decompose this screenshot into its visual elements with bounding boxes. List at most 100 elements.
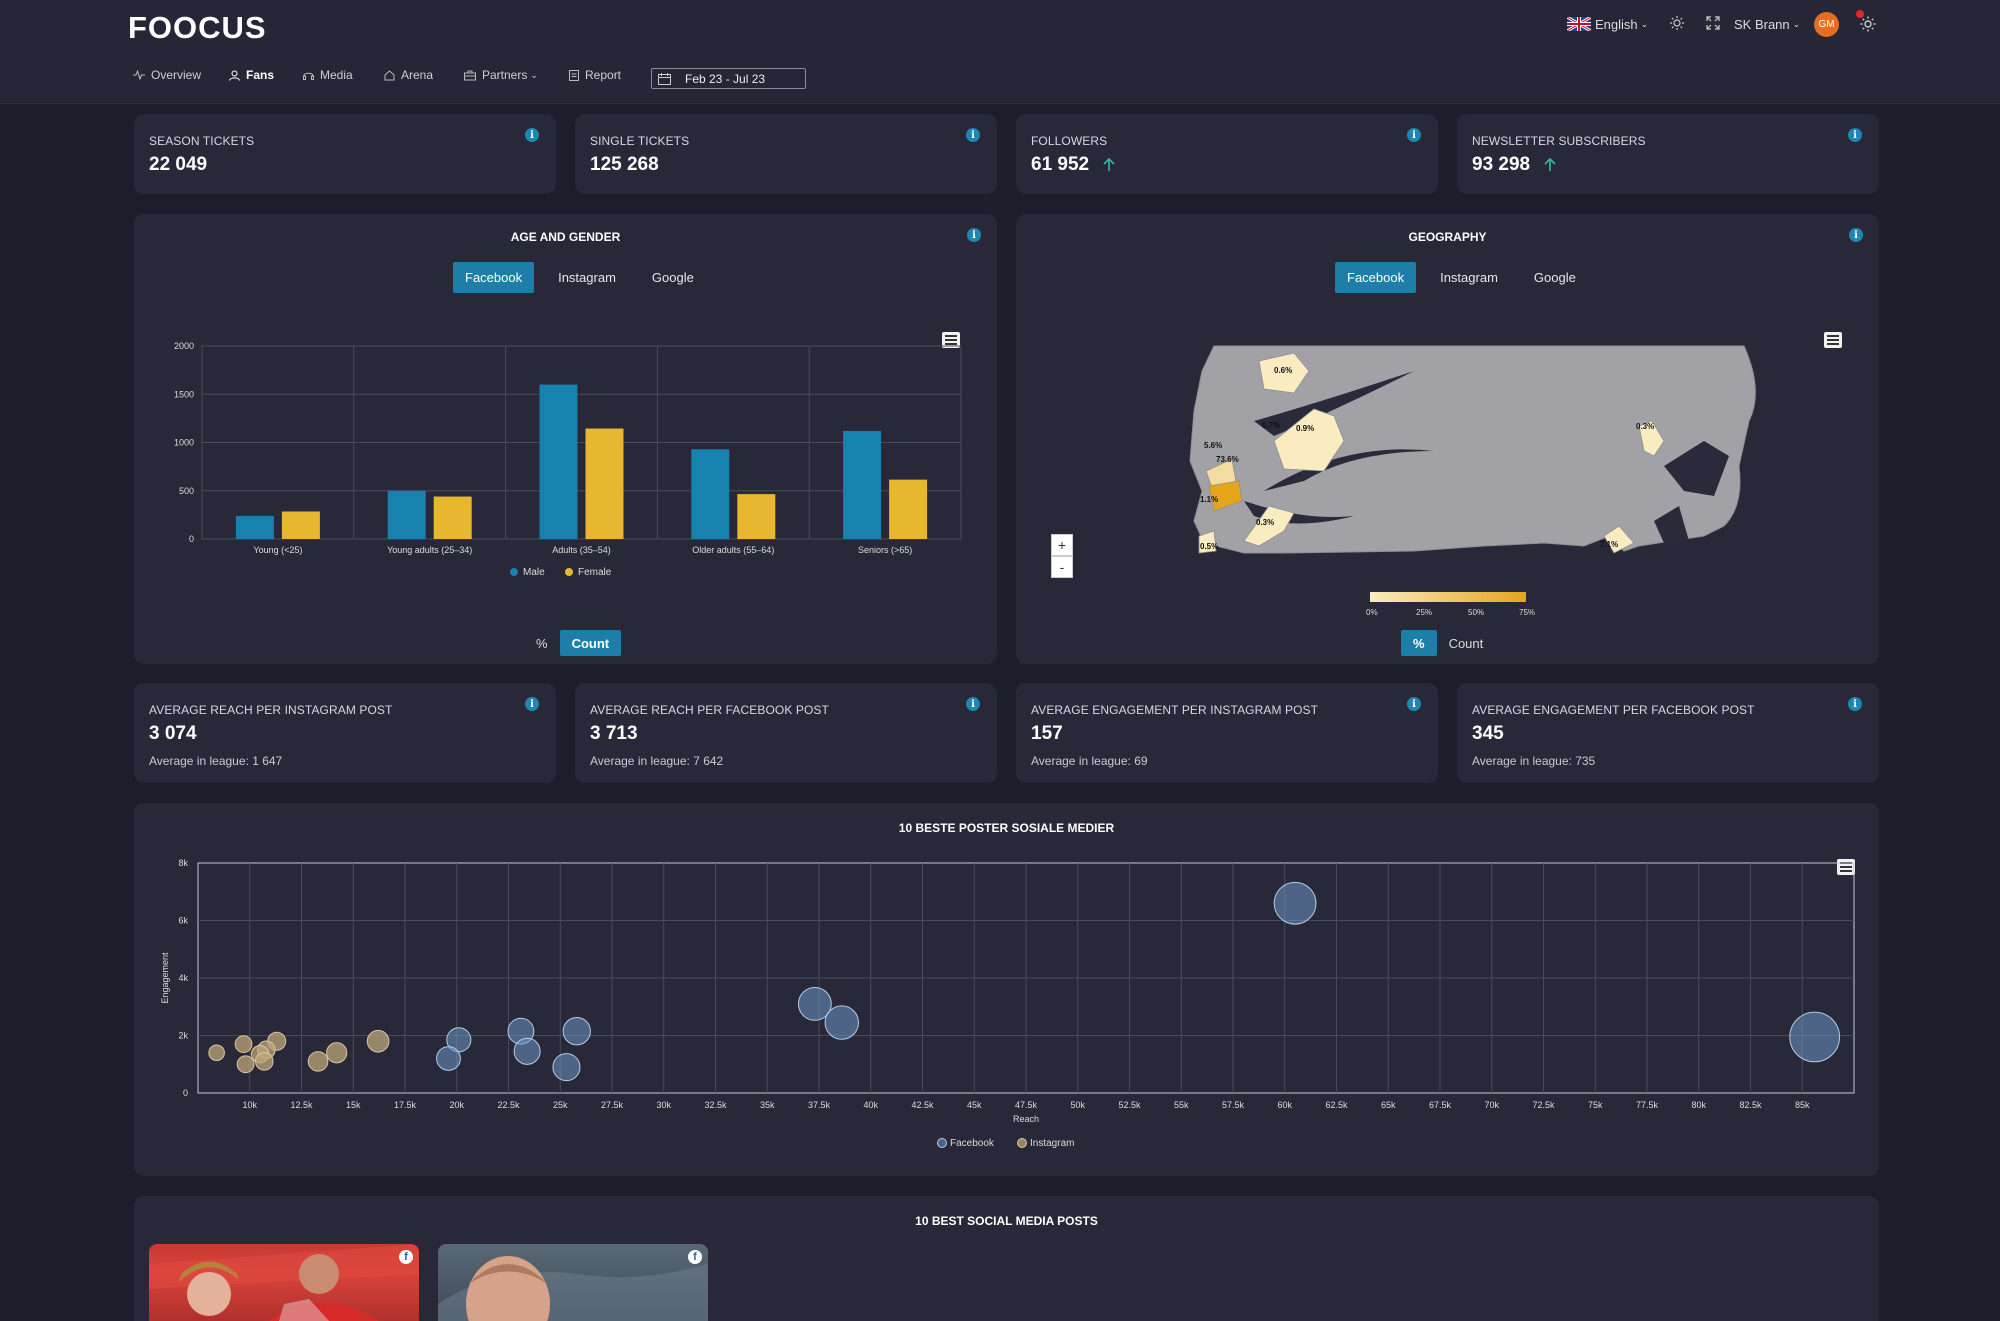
settings-button[interactable] — [1856, 10, 1877, 34]
avatar[interactable]: GM — [1814, 12, 1839, 37]
x-tick-label: Adults (35–54) — [552, 545, 611, 555]
menu-line — [1827, 343, 1839, 345]
bubble-facebook — [1789, 1011, 1841, 1063]
chart-menu-icon[interactable] — [942, 332, 960, 348]
x-tick-label: 80k — [1691, 1100, 1706, 1110]
theme-toggle[interactable] — [1669, 14, 1685, 34]
nav-media[interactable]: Media — [303, 68, 353, 82]
post-thumbnail[interactable]: f — [149, 1244, 419, 1321]
x-tick-label: 20k — [449, 1100, 464, 1110]
headset-icon — [303, 72, 314, 80]
tab-google[interactable]: Google — [651, 270, 694, 285]
bubble-facebook — [436, 1046, 461, 1071]
toggle-count[interactable]: Count — [1448, 635, 1484, 651]
menu-line — [945, 335, 957, 337]
x-tick-label: 75k — [1588, 1100, 1603, 1110]
language-selector[interactable]: English ⌄ — [1566, 14, 1649, 34]
zoom-in-button[interactable]: + — [1051, 534, 1073, 556]
nav-partners[interactable]: Partners ⌄ — [464, 68, 538, 82]
x-tick-label: 30k — [656, 1100, 671, 1110]
tab-facebook[interactable]: Facebook — [453, 262, 535, 293]
geography-source-tabs: Facebook Instagram Google — [1335, 262, 1588, 293]
info-icon[interactable]: i — [1849, 228, 1863, 242]
x-tick-label: 22.5k — [497, 1100, 520, 1110]
app-logo[interactable]: FOOCUS — [128, 10, 267, 45]
chevron-down-icon: ⌄ — [1640, 18, 1649, 29]
y-tick-label: 1500 — [174, 389, 194, 399]
nav-arena[interactable]: Arena — [384, 68, 433, 82]
info-icon[interactable]: i — [966, 128, 980, 142]
toggle-count[interactable]: Count — [559, 630, 622, 656]
club-selector[interactable]: SK Brann ⌄ — [1734, 14, 1800, 34]
info-icon[interactable]: i — [1407, 697, 1421, 711]
map-label: 7.1% — [1600, 540, 1618, 549]
nav-label: Media — [320, 68, 353, 82]
chevron-down-icon: ⌄ — [530, 69, 538, 80]
kpi-label: NEWSLETTER SUBSCRIBERS — [1472, 134, 1646, 148]
map-label: 0.3% — [1256, 518, 1274, 527]
metric-value: 3 713 — [590, 723, 638, 744]
pulse-icon — [133, 70, 145, 80]
bubble-instagram — [234, 1035, 253, 1053]
sun-icon — [1669, 15, 1685, 34]
bar-male — [843, 430, 882, 539]
x-tick-label: 72.5k — [1532, 1100, 1555, 1110]
tab-google[interactable]: Google — [1533, 270, 1576, 285]
x-tick-label: 57.5k — [1222, 1100, 1245, 1110]
tab-instagram[interactable]: Instagram — [1440, 270, 1498, 285]
kpi-value: 125 268 — [590, 154, 659, 176]
info-icon[interactable]: i — [525, 128, 539, 142]
bar-female — [281, 511, 320, 539]
legend-tick: 75% — [1519, 608, 1536, 617]
zoom-out-button[interactable]: - — [1051, 556, 1073, 578]
kpi-label: FOLLOWERS — [1031, 134, 1108, 148]
map-lake — [1664, 441, 1729, 496]
x-tick-label: 37.5k — [808, 1100, 831, 1110]
nav-overview[interactable]: Overview — [133, 68, 201, 82]
menu-line — [1827, 335, 1839, 337]
bar-female — [889, 479, 928, 539]
bar-female — [585, 428, 624, 539]
legend-marker — [1017, 1138, 1027, 1148]
uk-flag-icon — [1566, 15, 1592, 33]
metric-league-average: Average in league: 1 647 — [149, 754, 283, 768]
info-icon[interactable]: i — [1848, 128, 1862, 142]
tab-instagram[interactable]: Instagram — [558, 270, 616, 285]
chart-menu-icon[interactable] — [1824, 332, 1842, 348]
toggle-percent[interactable]: % — [1401, 630, 1437, 656]
x-tick-label: 85k — [1795, 1100, 1810, 1110]
info-icon[interactable]: i — [1407, 128, 1421, 142]
toggle-percent[interactable]: % — [536, 635, 548, 651]
kpi-value-text: 93 298 — [1472, 154, 1531, 175]
y-tick-label: 6k — [178, 916, 188, 926]
map-label: 0.5% — [1200, 542, 1218, 551]
x-tick-label: 15k — [346, 1100, 361, 1110]
post-photo — [438, 1256, 708, 1321]
nav-fans[interactable]: Fans — [229, 68, 274, 82]
info-icon[interactable]: i — [525, 697, 539, 711]
tab-facebook[interactable]: Facebook — [1335, 262, 1417, 293]
facebook-icon: f — [688, 1250, 702, 1264]
language-label: English — [1595, 16, 1638, 32]
date-range-picker[interactable]: Feb 23 - Jul 23 — [651, 68, 806, 89]
nav-report[interactable]: Report — [569, 68, 621, 82]
x-tick-label: 82.5k — [1739, 1100, 1762, 1110]
x-tick-label: 65k — [1381, 1100, 1396, 1110]
bubble-instagram — [254, 1052, 274, 1071]
x-tick-label: Older adults (55–64) — [692, 545, 774, 555]
bubble-facebook — [1273, 881, 1317, 925]
info-icon[interactable]: i — [967, 228, 981, 242]
nav-label: Fans — [246, 68, 275, 82]
geography-panel: GEOGRAPHY i Facebook Instagram Google + … — [1016, 214, 1879, 664]
post-thumbnail[interactable]: f — [438, 1244, 708, 1321]
geography-unit-toggle: % Count — [1401, 630, 1495, 656]
fullscreen-button[interactable] — [1706, 14, 1720, 34]
bar-male — [387, 490, 426, 539]
info-icon[interactable]: i — [966, 697, 980, 711]
kpi-followers: FOLLOWERS 61 952 i — [1016, 114, 1438, 194]
kpi-value: 22 049 — [149, 154, 207, 176]
y-tick-label: 1000 — [174, 438, 194, 448]
info-icon[interactable]: i — [1848, 697, 1862, 711]
kpi-value-text: 61 952 — [1031, 154, 1090, 175]
gear-icon — [1856, 10, 1877, 33]
